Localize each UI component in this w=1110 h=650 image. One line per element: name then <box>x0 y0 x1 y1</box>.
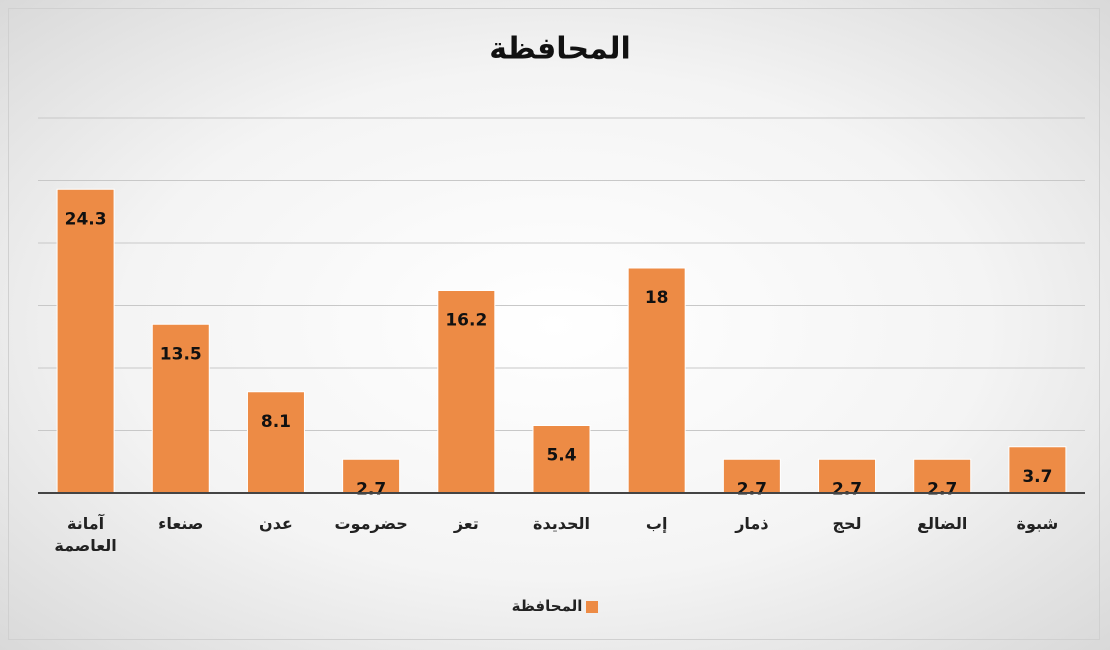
data-label: 16.2 <box>445 311 487 331</box>
bar <box>627 267 686 494</box>
legend-swatch <box>586 600 599 613</box>
bar <box>532 425 591 494</box>
data-label: 24.3 <box>65 209 107 229</box>
data-label: 3.7 <box>1022 467 1052 487</box>
data-label: 5.4 <box>546 446 576 466</box>
data-label: 18 <box>645 288 669 308</box>
x-tick-label: تعز <box>453 514 479 533</box>
x-tick-label: شبوة <box>1016 514 1059 533</box>
bar <box>342 458 401 494</box>
bar <box>913 458 972 494</box>
x-tick-label: حضرموت <box>334 514 408 533</box>
x-tick-label: عدن <box>259 514 293 533</box>
bar <box>56 188 115 494</box>
bar <box>722 458 781 494</box>
x-tick-label: الضالع <box>917 514 968 533</box>
bar <box>818 458 877 494</box>
x-tick-label: إب <box>645 514 668 533</box>
data-label: 13.5 <box>160 344 202 364</box>
bar <box>246 391 305 494</box>
x-tick-label: ذمار <box>735 514 769 533</box>
chart-title: المحافظة <box>489 32 631 67</box>
bar <box>1008 446 1067 494</box>
chart-frame <box>8 8 1100 640</box>
legend-label: المحافظة <box>511 597 583 615</box>
data-label: 2.7 <box>356 479 386 499</box>
x-tick-label: آمانة العاصمة <box>54 514 117 555</box>
data-label: 2.7 <box>927 479 957 499</box>
x-tick-label: صنعاء <box>158 514 204 533</box>
legend: المحافظة <box>0 597 1110 615</box>
data-label: 8.1 <box>261 412 291 432</box>
data-label: 2.7 <box>737 479 767 499</box>
x-tick-label: لحج <box>832 514 862 533</box>
data-label: 2.7 <box>832 479 862 499</box>
bar <box>437 290 496 494</box>
x-tick-label: الحديدة <box>533 514 590 533</box>
